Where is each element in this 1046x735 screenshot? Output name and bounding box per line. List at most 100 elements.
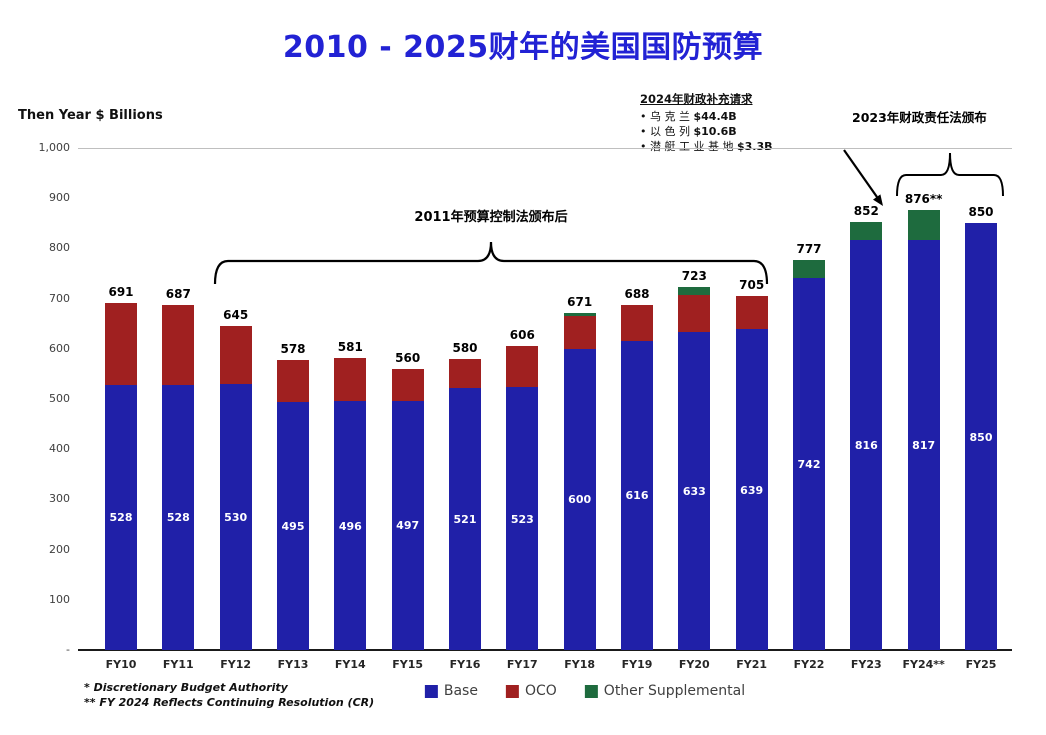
bar-segment-other-supplemental <box>793 259 825 278</box>
bar-base-label: 600 <box>568 493 592 507</box>
bar-base-label: 497 <box>396 519 420 533</box>
bar-segment-other-supplemental <box>563 313 596 317</box>
y-tick-label: 500 <box>49 392 70 405</box>
y-tick-label: 600 <box>49 341 70 355</box>
bar-total-label: 671 <box>567 295 593 310</box>
x-tick-label: FY16 <box>449 658 481 671</box>
legend-swatch <box>505 684 519 698</box>
x-axis-line <box>78 649 1012 651</box>
legend-item: OCO <box>505 683 557 699</box>
bar-segment-oco <box>506 345 539 388</box>
gridline-1000 <box>78 148 1012 149</box>
bar-segment-base <box>621 340 653 650</box>
bar-segment-other-supplemental <box>850 222 883 241</box>
bca-2011-annotation: 2011年预算控制法颁布后 <box>414 210 568 225</box>
bar-total-label: 850 <box>968 205 994 220</box>
bar-base-label: 496 <box>338 519 362 533</box>
supplemental-heading: 2024年财政补充请求 <box>640 92 753 106</box>
footnote-2: ** FY 2024 Reflects Continuing Resolutio… <box>84 696 375 709</box>
x-tick-label: FY17 <box>506 658 538 671</box>
bar-total-label: 580 <box>452 340 478 355</box>
bar-total-label: 606 <box>509 327 535 342</box>
fra-2023-annotation: 2023年财政责任法颁布 <box>852 110 987 125</box>
legend-label: OCO <box>524 683 557 699</box>
y-tick-label: 100 <box>49 592 70 606</box>
bar-base-label: 639 <box>740 483 764 497</box>
bar-segment-oco <box>678 294 711 333</box>
y-axis-units-label: Then Year $ Billions <box>18 108 163 123</box>
bar-base-label: 528 <box>166 511 190 525</box>
bar-total-label: 688 <box>624 286 650 301</box>
supplemental-item-value: $10.6B <box>693 125 737 138</box>
y-tick-label: 400 <box>49 442 70 456</box>
x-tick-label: FY25 <box>965 658 997 671</box>
x-tick-label: FY15 <box>392 658 424 671</box>
y-tick-label: 200 <box>49 542 70 556</box>
bar-base-label: 495 <box>281 519 305 533</box>
bar-base-label: 530 <box>224 510 248 524</box>
x-tick-label: FY21 <box>736 658 768 671</box>
y-tick-label: 700 <box>49 291 70 305</box>
bar-total-label: 723 <box>681 269 707 284</box>
bar-segment-base <box>219 383 252 650</box>
bar-segment-base <box>391 400 424 650</box>
bar-segment-oco <box>334 358 367 402</box>
bar-base-label: 742 <box>797 457 821 471</box>
x-tick-label: FY11 <box>162 658 194 671</box>
legend-swatch <box>584 684 598 698</box>
bar-segment-oco <box>563 316 596 349</box>
bar-base-label: 816 <box>854 439 878 453</box>
y-tick-label: 900 <box>49 191 70 205</box>
bar-segment-base <box>105 384 137 650</box>
bar-base-label: 521 <box>453 513 477 527</box>
x-tick-label: FY10 <box>105 658 137 671</box>
legend: Base OCO Other Supplemental <box>424 683 746 699</box>
y-tick-label: 1,000 <box>38 141 71 154</box>
supplemental-item-label: 潜 艇 工 业 基 地 <box>650 140 734 153</box>
bar-segment-oco <box>277 359 309 402</box>
plot-area: 691 528 687 528 645 530 578 495 581 496 560 497 580 5… <box>80 148 1010 650</box>
bar-segment-base <box>678 332 711 650</box>
x-tick-label: FY14 <box>334 658 366 671</box>
bar-total-label: 705 <box>739 278 765 293</box>
x-tick-label: FY12 <box>220 658 252 671</box>
bar-base-label: 616 <box>625 489 649 503</box>
bar-total-label: 876** <box>904 192 943 207</box>
supplemental-item-value: $44.4B <box>693 110 737 123</box>
bar-base-label: 633 <box>682 485 706 499</box>
y-tick-label: 800 <box>49 241 70 255</box>
bar-segment-base <box>563 348 596 650</box>
y-tick-label: 300 <box>49 492 70 506</box>
bar-segment-base <box>965 223 997 650</box>
legend-label: Other Supplemental <box>603 683 746 699</box>
bar-base-label: 817 <box>912 438 936 452</box>
bar-total-label: 560 <box>395 350 421 365</box>
x-tick-label: FY23 <box>850 658 882 671</box>
bar-base-label: 523 <box>510 512 534 526</box>
legend-label: Base <box>443 683 478 699</box>
page-title: 2010 - 2025财年的美国国防预算 <box>282 30 764 65</box>
x-tick-label: FY13 <box>277 658 309 671</box>
supplemental-item: 乌 克 兰 $44.4B <box>640 109 773 124</box>
bar-segment-oco <box>735 296 768 330</box>
bar-segment-base <box>850 240 883 650</box>
bar-total-label: 645 <box>223 308 249 323</box>
bar-segment-oco <box>219 326 252 384</box>
bar-segment-oco <box>105 303 137 385</box>
y-tick-label: - <box>66 643 70 656</box>
bar-total-label: 687 <box>165 287 191 302</box>
bar-segment-base <box>277 401 309 650</box>
supplemental-item-label: 以 色 列 <box>650 125 690 138</box>
x-tick-label: FY18 <box>564 658 596 671</box>
bar-segment-base <box>793 277 825 650</box>
bar-segment-oco <box>162 305 195 385</box>
bar-segment-oco <box>391 368 424 401</box>
supplemental-annotation: 2024年财政补充请求 乌 克 兰 $44.4B 以 色 列 $10.6B 潜 … <box>640 92 773 154</box>
x-tick-label: FY19 <box>621 658 653 671</box>
x-tick-label: FY24** <box>902 658 945 671</box>
bar-base-label: 850 <box>969 430 993 444</box>
x-tick-label: FY20 <box>678 658 710 671</box>
bar-segment-oco <box>621 304 653 341</box>
bar-total-label: 691 <box>108 285 134 300</box>
bar-total-label: 777 <box>796 241 822 256</box>
